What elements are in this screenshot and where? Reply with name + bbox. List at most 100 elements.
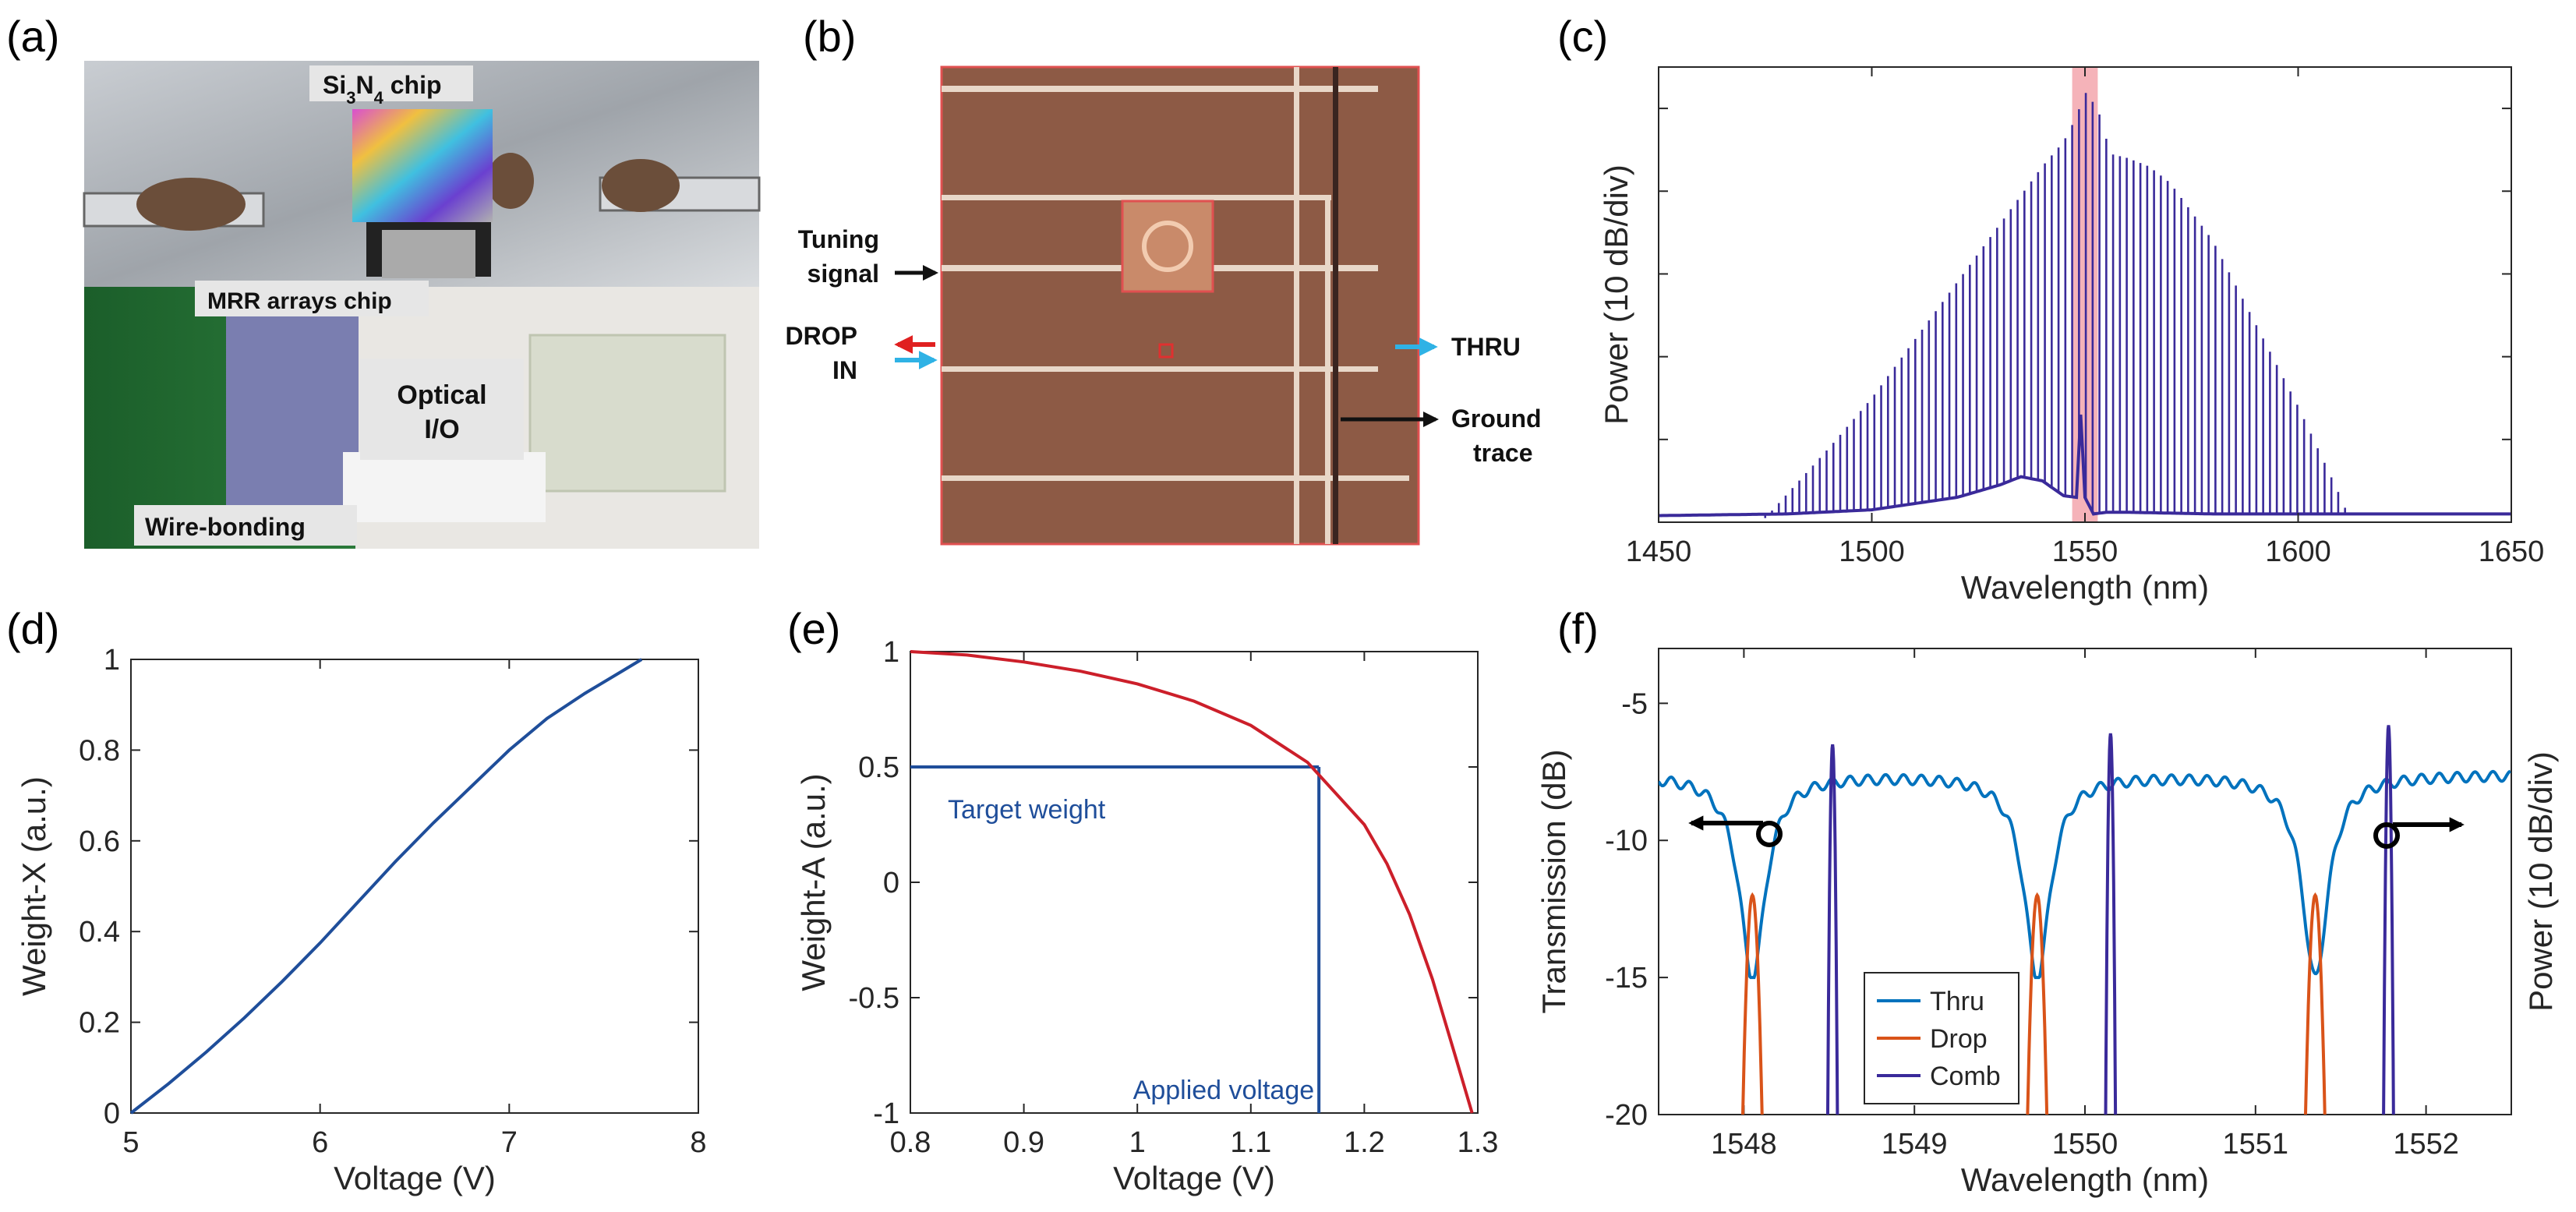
y-tick-label: 0.4 <box>79 916 120 949</box>
ring-resonator <box>1142 221 1193 272</box>
label-wire-bonding: Wire-bonding <box>145 513 306 541</box>
plot-frame <box>910 651 1479 1114</box>
legend-label-comb: Comb <box>1930 1062 2001 1091</box>
plot-frame <box>130 659 699 1114</box>
label-box-wire <box>134 505 357 546</box>
trace-top-2 <box>942 195 1331 200</box>
x-axis-label: Wavelength (nm) <box>1961 1161 2209 1198</box>
y-tick-label: -1 <box>873 1097 899 1130</box>
legend: Thru Drop Comb <box>1864 972 2019 1104</box>
target-weight-label: Target weight <box>948 795 1106 825</box>
y-tick-label: 0 <box>883 867 899 899</box>
x-tick-label: 1600 <box>2265 535 2331 568</box>
x-tick-label: 1551 <box>2223 1128 2289 1161</box>
ground-trace-vert <box>1333 67 1338 544</box>
comb-baseline <box>1659 414 2511 518</box>
plot-area <box>1659 725 2511 1115</box>
y-tick-label: 0 <box>104 1097 120 1130</box>
label-box-optical <box>360 359 524 460</box>
y-tick-label: -0.5 <box>849 982 899 1015</box>
panel-label-e: (e) <box>787 604 840 653</box>
weight-x-curve <box>129 658 643 1115</box>
label-tuning: Tuning <box>798 225 879 253</box>
comb-peak-1 <box>1825 744 1839 1115</box>
si3n4-chip <box>352 109 493 222</box>
ring-zoom-box <box>1121 200 1214 293</box>
label-optical: Optical <box>397 380 486 410</box>
trace-top-1 <box>942 86 1378 92</box>
chart-d: 5 6 7 8 0 0.2 0.4 0.6 0.8 1 Voltage (V) Weight-X (a… <box>16 644 707 1196</box>
y-tick-label: -5 <box>1621 687 1648 720</box>
trace-mid-2 <box>942 366 1378 372</box>
trace-vert-2 <box>1325 195 1330 544</box>
trace-vert-1 <box>1294 67 1299 544</box>
micrograph-b: Tuning signal DROP IN THRU Ground trace <box>786 65 1542 546</box>
micrograph-bg <box>940 65 1420 546</box>
label-ground: Ground <box>1451 405 1542 433</box>
x-tick-label: 7 <box>501 1126 518 1159</box>
label-mrr-arrays: MRR arrays chip <box>207 288 392 314</box>
weight-a-curve <box>910 650 1474 1114</box>
y-tick-label: 1 <box>104 644 120 677</box>
thru-curve <box>1659 769 2511 980</box>
y-axis-label: Power (10 dB/div) <box>1598 164 1634 425</box>
x-tick-label: 1552 <box>2393 1128 2459 1161</box>
x-tick-label: 1.2 <box>1344 1126 1385 1159</box>
panel-label-c: (c) <box>1557 12 1608 61</box>
comb-peak-3 <box>2382 725 2395 1115</box>
panel-label-b: (b) <box>803 12 856 61</box>
drop-curve-3 <box>2303 892 2327 1115</box>
x-tick-label: 1650 <box>2479 535 2545 568</box>
y-tick-label: 0.8 <box>79 734 120 767</box>
comb-lines <box>1764 93 2346 518</box>
panel-label-a: (a) <box>6 12 59 61</box>
epoxy-left <box>136 178 246 231</box>
x-tick-label: 8 <box>690 1126 706 1159</box>
epoxy-mid <box>487 153 534 209</box>
epoxy-right <box>602 159 680 212</box>
drop-curve-1 <box>1740 892 1764 1115</box>
y-tick-label: -10 <box>1605 825 1648 857</box>
y-tick-label: 0.5 <box>858 751 899 784</box>
optical-fiber-block <box>528 334 726 493</box>
x-tick-label: 1550 <box>2052 535 2118 568</box>
chart-f: 1548 1549 1550 1551 1552 -20 -15 -10 -5 Wavelengt… <box>1535 648 2559 1198</box>
label-in: IN <box>832 356 857 384</box>
x-axis-label: Voltage (V) <box>1113 1160 1275 1196</box>
ring-marker <box>1158 343 1174 359</box>
label-box-chip <box>309 65 473 101</box>
x-tick-label: 0.8 <box>890 1126 931 1159</box>
label-box-mrr <box>195 281 429 316</box>
panel-label-d: (d) <box>6 604 59 653</box>
label-signal: signal <box>807 260 879 288</box>
legend-label-thru: Thru <box>1930 987 1984 1016</box>
x-tick-label: 1549 <box>1882 1128 1948 1161</box>
trace-bot-1 <box>942 475 1409 481</box>
chart-c: 1450 1500 1550 1600 1650 Wavelength (nm) Power… <box>1598 66 2545 606</box>
x-axis-label: Wavelength (nm) <box>1961 569 2209 606</box>
x-tick-label: 1.1 <box>1230 1126 1271 1159</box>
axis-marker-right <box>2373 822 2400 849</box>
label-si3n4-chip: Si3N4 chip <box>323 71 442 108</box>
panel-label-f: (f) <box>1557 604 1599 653</box>
mrr-array-chip <box>226 312 359 507</box>
comb-peak-2 <box>2104 733 2118 1115</box>
y-tick-label: -20 <box>1605 1099 1648 1132</box>
y-axis-label: Weight-X (a.u.) <box>16 776 52 996</box>
x-tick-label: 5 <box>122 1126 139 1159</box>
legend-label-drop: Drop <box>1930 1024 1988 1054</box>
x-tick-label: 1450 <box>1626 535 1692 568</box>
y-tick-label: 0.6 <box>79 825 120 858</box>
x-axis-label: Voltage (V) <box>334 1160 496 1196</box>
y-tick-label: -15 <box>1605 962 1648 995</box>
y-axis-label-right: Power (10 dB/div) <box>2522 751 2559 1012</box>
x-tick-label: 1548 <box>1711 1128 1777 1161</box>
x-tick-label: 6 <box>312 1126 328 1159</box>
x-tick-label: 1500 <box>1839 535 1905 568</box>
drop-curve-2 <box>2026 892 2049 1115</box>
x-tick-label: 1550 <box>2052 1128 2118 1161</box>
y-tick-label: 0.2 <box>79 1007 120 1040</box>
label-thru: THRU <box>1451 333 1521 361</box>
